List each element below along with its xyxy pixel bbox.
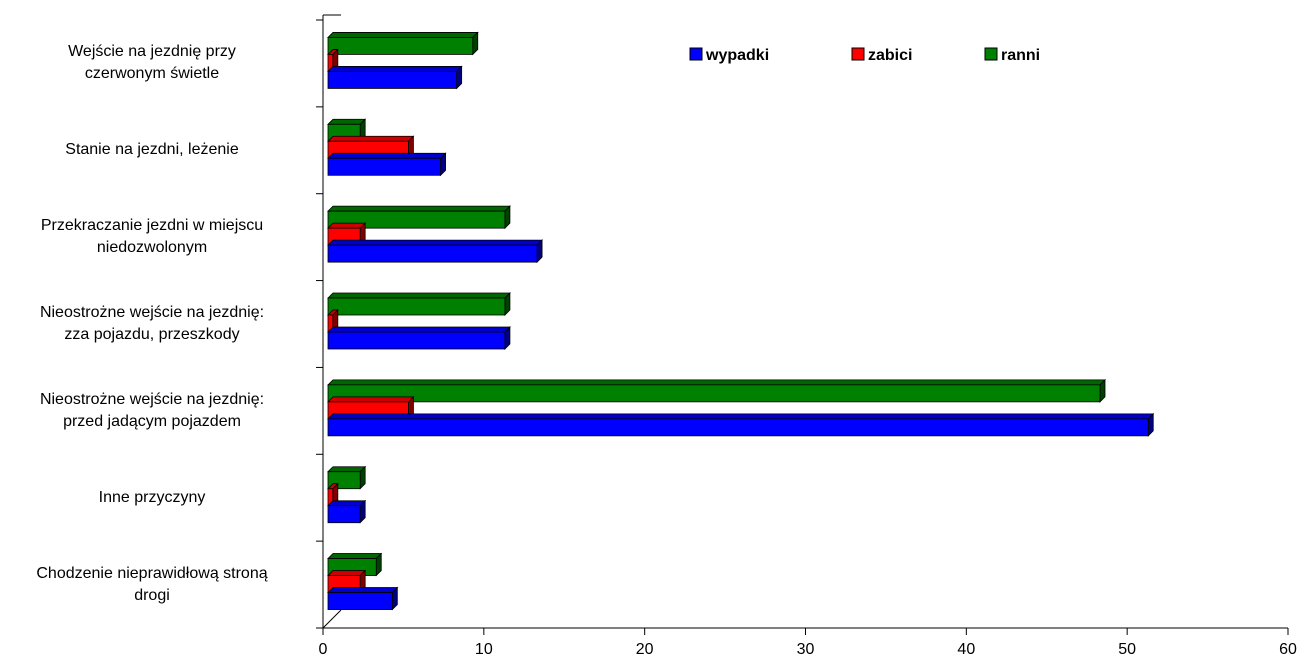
bar-face <box>327 466 367 473</box>
bar-face <box>327 37 474 55</box>
bar-face <box>327 32 479 38</box>
bar <box>327 205 511 230</box>
bar-face <box>327 135 415 142</box>
bar-face <box>327 222 367 229</box>
legend-swatch <box>689 47 703 61</box>
legend-label: ranni <box>1001 47 1040 64</box>
x-tick-label: 50 <box>1118 641 1136 658</box>
axis-corner <box>322 609 342 629</box>
bar-face <box>327 205 511 212</box>
legend-label: zabici <box>868 47 912 64</box>
bar <box>327 482 339 507</box>
y-tick-label: Chodzenie nieprawidłową stroną drogi <box>36 564 268 604</box>
x-tick-label: 30 <box>797 641 815 658</box>
bar-face <box>327 384 1101 403</box>
y-tick-label: Nieostrożne wejście na jezdnię: zza poja… <box>39 304 265 343</box>
bar-face <box>327 505 361 524</box>
y-tick-label: Stanie na jezdni, leżenie <box>65 141 239 159</box>
bar-face <box>327 326 511 333</box>
bar <box>327 309 339 333</box>
bar-face <box>327 244 538 263</box>
bar <box>327 586 399 611</box>
bar-face <box>327 587 399 593</box>
legend-label: wypadki <box>705 47 769 64</box>
bar <box>327 326 511 350</box>
bar-face <box>327 239 544 246</box>
bar-face <box>327 152 447 159</box>
bar <box>327 48 339 73</box>
y-tick-label: Nieostrożne wejście na jezdnię: przed ja… <box>39 390 265 430</box>
bar-face <box>327 418 1149 437</box>
bar <box>327 412 1155 437</box>
bar-face <box>327 118 367 125</box>
bar <box>327 378 1106 403</box>
bar-face <box>327 396 415 403</box>
bar <box>327 499 367 524</box>
bar-face <box>327 553 383 559</box>
y-tick-label: Inne przyczyny <box>98 488 206 506</box>
bar-face <box>327 71 458 89</box>
x-tick-label: 40 <box>957 641 975 658</box>
bar-face <box>327 570 367 576</box>
bar-face <box>327 413 1155 420</box>
bar-face <box>327 66 463 72</box>
bar <box>327 31 479 56</box>
bar <box>327 65 463 90</box>
x-tick-label: 10 <box>475 641 493 658</box>
bar-face <box>327 331 506 350</box>
legend-swatch <box>984 47 998 61</box>
bar-face <box>327 292 511 299</box>
y-tick-label: Przekraczanie jezdni w miejscu niedozwol… <box>40 217 264 257</box>
bar <box>327 239 544 264</box>
bar-face <box>327 500 367 507</box>
x-tick-label: 60 <box>1279 641 1297 658</box>
y-tick-label: Wejście na jezdnię przy czerwonym świetl… <box>68 43 236 83</box>
bar-face <box>327 592 393 610</box>
bar <box>327 152 447 177</box>
x-tick-label: 0 <box>319 641 328 658</box>
bar-face <box>327 210 506 229</box>
x-tick-label: 20 <box>636 641 654 658</box>
bar <box>327 292 511 316</box>
bar-face <box>327 379 1106 386</box>
bar-face <box>327 297 506 316</box>
bar-face <box>327 157 441 176</box>
legend-swatch <box>851 47 865 61</box>
